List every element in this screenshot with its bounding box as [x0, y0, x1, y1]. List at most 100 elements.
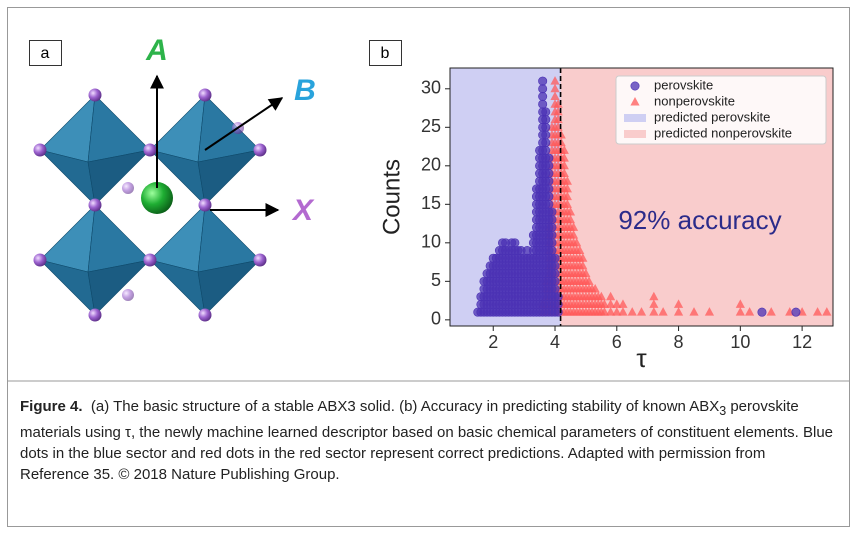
y-tick-label: 25: [421, 116, 441, 136]
dot: [538, 76, 548, 86]
x-tick-label: 2: [488, 332, 498, 352]
y-tick-label: 5: [431, 270, 441, 290]
caption-text: perovskite materials using τ, the newly …: [20, 398, 834, 483]
y-tick-label: 10: [421, 232, 441, 252]
legend-box: [615, 75, 827, 145]
dot: [544, 192, 554, 202]
dot: [550, 261, 560, 271]
triangle: [649, 307, 659, 316]
triangle: [766, 307, 776, 316]
x-tick-label: 8: [674, 332, 684, 352]
dot: [791, 307, 801, 317]
triangle: [559, 168, 569, 178]
dot: [538, 84, 548, 94]
dot: [510, 238, 520, 248]
dot: [547, 230, 557, 240]
dot: [547, 246, 557, 256]
triangle: [735, 299, 745, 308]
triangle: [581, 268, 591, 278]
triangle: [606, 307, 616, 316]
triangle: [689, 307, 699, 316]
caption-label: Figure 4.: [20, 398, 83, 415]
caption: Figure 4. (a) The basic structure of a s…: [20, 396, 835, 485]
dot: [547, 215, 557, 225]
dot: [538, 91, 548, 101]
dot: [547, 222, 557, 232]
panel-label: a: [41, 45, 50, 62]
legend-label: predicted perovskite: [654, 109, 770, 124]
panel-box: [369, 40, 402, 66]
triangle: [636, 307, 647, 316]
x-tick-label: 4: [550, 332, 560, 352]
site-label: X: [291, 194, 315, 227]
legend-swatch: [624, 114, 646, 122]
triangle: [565, 214, 576, 224]
dot: [630, 81, 640, 91]
triangle: [550, 91, 560, 100]
triangle: [812, 307, 823, 316]
arrow: [204, 97, 284, 151]
triangle: [618, 299, 628, 308]
triangle: [673, 299, 684, 308]
caption-text: (a) The basic structure of a stable ABX3…: [90, 398, 720, 415]
x-tick-label: 12: [792, 332, 812, 352]
dot: [550, 253, 560, 263]
x-tick-label: 6: [612, 332, 622, 352]
triangle: [599, 299, 610, 308]
triangle: [584, 276, 594, 285]
triangle: [630, 97, 640, 106]
a-atom: [141, 182, 173, 214]
panel-label: b: [381, 45, 390, 62]
triangle: [649, 299, 659, 308]
x-tick-label: 10: [730, 332, 750, 352]
triangle: [559, 145, 569, 154]
triangle: [572, 237, 582, 247]
frame: [7, 7, 850, 527]
caption-sub: 3: [719, 404, 727, 418]
dot: [544, 184, 554, 194]
triangle: [550, 76, 560, 85]
dot: [550, 269, 560, 279]
triangle: [559, 153, 569, 162]
y-tick-label: 20: [421, 155, 441, 175]
triangle: [553, 106, 563, 116]
triangle: [618, 307, 628, 316]
triangle: [562, 191, 572, 201]
triangle: [612, 307, 622, 316]
dot: [544, 199, 554, 209]
dot: [541, 138, 551, 148]
dot: [550, 276, 560, 286]
x-axis-label: τ: [636, 343, 647, 373]
legend-swatch: [624, 130, 646, 138]
annotation: 92% accuracy: [618, 205, 781, 235]
triangle: [578, 260, 588, 270]
triangle: [550, 83, 560, 93]
triangle: [590, 284, 600, 293]
dot: [547, 238, 557, 248]
dot: [544, 176, 554, 186]
triangle: [596, 291, 606, 301]
triangle: [606, 291, 616, 301]
dot: [757, 307, 767, 317]
crystal: a A B X: [29, 34, 316, 322]
triangle: [606, 299, 616, 308]
dot: [547, 207, 557, 217]
plot-frame: [449, 67, 834, 327]
chart: 2 4 6 8 10 12 0 5 10 15 20 25 30 τ Counts 92% accuracy p…: [378, 67, 834, 373]
triangle: [627, 307, 637, 316]
triangle: [562, 183, 572, 193]
y-tick-label: 15: [421, 193, 441, 213]
octahedra: [39, 94, 261, 316]
triangle: [562, 199, 572, 208]
triangle: [553, 99, 563, 108]
dot: [550, 284, 560, 294]
triangle: [562, 176, 572, 185]
y-axis-label: Counts: [378, 159, 405, 235]
triangle: [568, 230, 579, 239]
triangle: [822, 307, 832, 316]
triangle: [565, 207, 576, 216]
dot: [541, 145, 551, 155]
legend-label: perovskite: [654, 77, 713, 92]
triangle: [599, 307, 610, 316]
